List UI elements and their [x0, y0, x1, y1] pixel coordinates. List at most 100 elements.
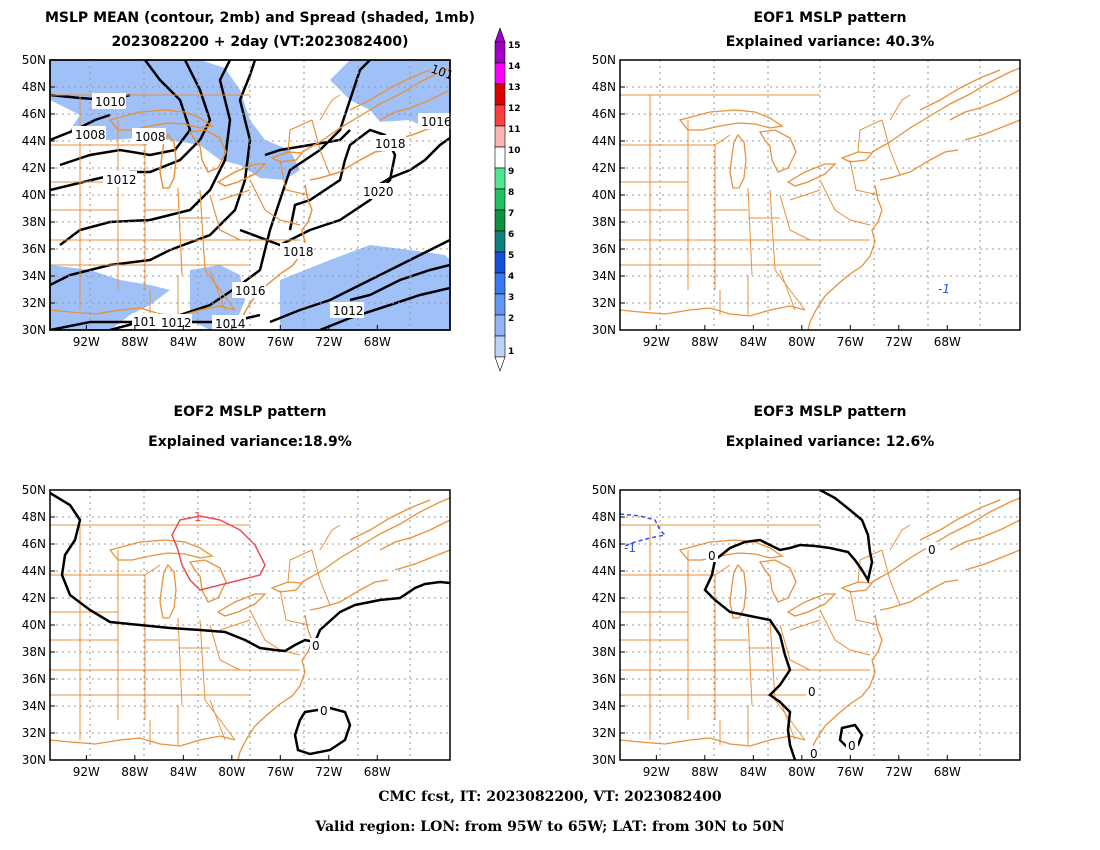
colorbar-swatch [494, 251, 506, 274]
contour-label: 0 [708, 549, 716, 563]
contour-label: 101 [133, 315, 156, 329]
colorbar-label: 6 [508, 230, 514, 240]
footer-line2: Valid region: LON: from 95W to 65W; LAT:… [315, 819, 785, 835]
lat-tick-label: 50N [592, 483, 616, 497]
lon-tick-label: 92W [643, 335, 670, 349]
lon-tick-label: 88W [121, 765, 148, 779]
colorbar-swatch [494, 293, 506, 316]
lon-tick-label: 76W [267, 765, 294, 779]
panel3-basemap [50, 490, 450, 760]
colorbar-swatch [494, 314, 506, 337]
panel3-title-line1: EOF2 MSLP pattern [173, 404, 327, 420]
contour-label: 0 [848, 739, 856, 753]
lat-tick-label: 36N [22, 242, 46, 256]
lat-tick-label: 38N [22, 215, 46, 229]
panel2-eof-contours: -1 [938, 282, 950, 296]
lon-tick-label: 72W [315, 335, 342, 349]
lon-tick-label: 84W [170, 335, 197, 349]
colorbar: 15 14 13 12 11 10 9 8 7 6 5 4 3 2 1 [494, 27, 521, 372]
colorbar-swatch [494, 41, 506, 64]
lat-tick-label: 30N [22, 753, 46, 767]
contour-label: 0 [312, 639, 320, 653]
lat-tick-label: 50N [22, 483, 46, 497]
lat-tick-label: 32N [22, 726, 46, 740]
lon-tick-label: 88W [691, 765, 718, 779]
axis-labels: 50N 48N 46N 44N 42N 40N 38N 36N 34N 32N 30N 92W 88W 8… [22, 53, 961, 779]
lon-tick-label: 68W [934, 335, 961, 349]
colorbar-label: 8 [508, 188, 514, 198]
colorbar-label: 1 [508, 347, 514, 357]
colorbar-swatch [494, 104, 506, 127]
lon-tick-label: 76W [837, 335, 864, 349]
lat-tick-label: 44N [22, 134, 46, 148]
colorbar-label: 11 [508, 125, 521, 135]
colorbar-label: 10 [508, 146, 521, 156]
lon-tick-label: 88W [121, 335, 148, 349]
contour-label: 1010 [95, 95, 126, 109]
lat-tick-label: 44N [592, 564, 616, 578]
colorbar-label: 5 [508, 251, 514, 261]
contour-label: 1008 [75, 128, 106, 142]
lat-tick-label: 32N [22, 296, 46, 310]
lat-tick-label: 40N [592, 618, 616, 632]
lon-tick-label: 76W [267, 335, 294, 349]
lat-tick-label: 40N [592, 188, 616, 202]
contour-label: -1 [938, 282, 950, 296]
lon-tick-label: 68W [364, 335, 391, 349]
lon-tick-label: 72W [885, 765, 912, 779]
lon-tick-label: 76W [837, 765, 864, 779]
contour-label: 1012 [106, 173, 137, 187]
lat-tick-label: 32N [592, 296, 616, 310]
colorbar-swatch [494, 188, 506, 211]
panel3-title-line2: Explained variance:18.9% [148, 434, 352, 450]
contour-label: 0 [928, 543, 936, 557]
colorbar-label: 7 [508, 209, 514, 219]
lat-tick-label: 36N [592, 242, 616, 256]
contour-label: 1018 [283, 245, 314, 259]
panel2-basemap [620, 60, 1020, 330]
lon-tick-label: 72W [315, 765, 342, 779]
colorbar-label: 2 [508, 314, 514, 324]
panel2-title-line1: EOF1 MSLP pattern [753, 10, 907, 26]
lon-tick-label: 80W [218, 335, 245, 349]
colorbar-swatch [494, 146, 506, 169]
lat-tick-label: 50N [592, 53, 616, 67]
colorbar-swatch [494, 125, 506, 148]
colorbar-label: 13 [508, 83, 521, 93]
lat-tick-label: 44N [22, 564, 46, 578]
lat-tick-label: 34N [592, 699, 616, 713]
panel-frames [49, 59, 1021, 761]
lat-tick-label: 46N [592, 107, 616, 121]
lat-tick-label: 40N [22, 188, 46, 202]
lat-tick-label: 34N [22, 699, 46, 713]
lat-tick-label: 50N [22, 53, 46, 67]
contour-label: 1 [194, 510, 202, 524]
lat-tick-label: 48N [22, 510, 46, 524]
contour-label: -1 [624, 541, 636, 555]
lat-tick-label: 46N [22, 107, 46, 121]
contour-label: 0 [810, 747, 818, 761]
lat-tick-label: 48N [592, 510, 616, 524]
lat-tick-label: 48N [592, 80, 616, 94]
lon-tick-label: 80W [788, 335, 815, 349]
contour-label: 1018 [375, 137, 406, 151]
contour-label: 0 [808, 685, 816, 699]
footer-line1: CMC fcst, IT: 2023082200, VT: 2023082400 [378, 789, 722, 805]
lon-tick-label: 92W [73, 335, 100, 349]
panel4-eof-contours: -1 0 0 0 0 0 [620, 490, 938, 761]
lat-tick-label: 40N [22, 618, 46, 632]
panel4-title-line2: Explained variance: 12.6% [725, 434, 935, 450]
panel4-title-line1: EOF3 MSLP pattern [753, 404, 907, 420]
contour-label: 1016 [421, 115, 452, 129]
lat-tick-label: 36N [592, 672, 616, 686]
contour-label: 1020 [363, 185, 394, 199]
lon-tick-label: 68W [364, 765, 391, 779]
panel1-contour-labels: 1010 1008 1008 1012 1016 1018 1020 1018 … [72, 62, 455, 331]
lat-tick-label: 30N [592, 753, 616, 767]
lat-tick-label: 46N [592, 537, 616, 551]
contour-label: 0 [320, 704, 328, 718]
lat-tick-label: 44N [592, 134, 616, 148]
colorbar-top-arrow [494, 27, 506, 43]
colorbar-bottom-arrow [494, 356, 506, 372]
